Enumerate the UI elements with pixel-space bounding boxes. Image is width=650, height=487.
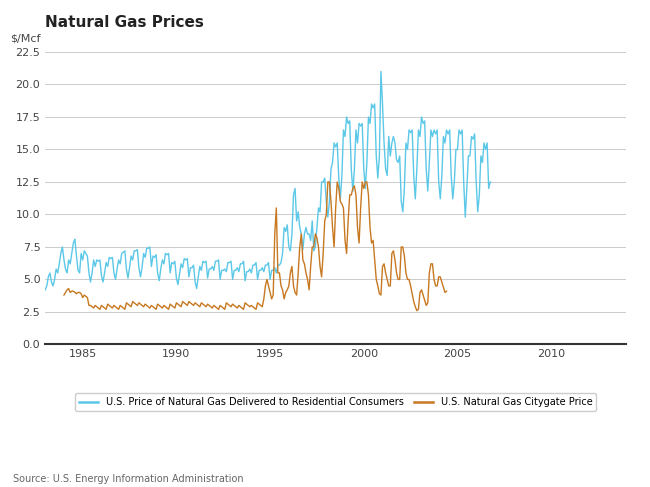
Text: $/Mcf: $/Mcf: [10, 33, 41, 43]
Legend: U.S. Price of Natural Gas Delivered to Residential Consumers, U.S. Natural Gas C: U.S. Price of Natural Gas Delivered to R…: [75, 393, 597, 411]
Text: Natural Gas Prices: Natural Gas Prices: [46, 15, 204, 30]
Text: Source: U.S. Energy Information Administration: Source: U.S. Energy Information Administ…: [13, 474, 244, 484]
